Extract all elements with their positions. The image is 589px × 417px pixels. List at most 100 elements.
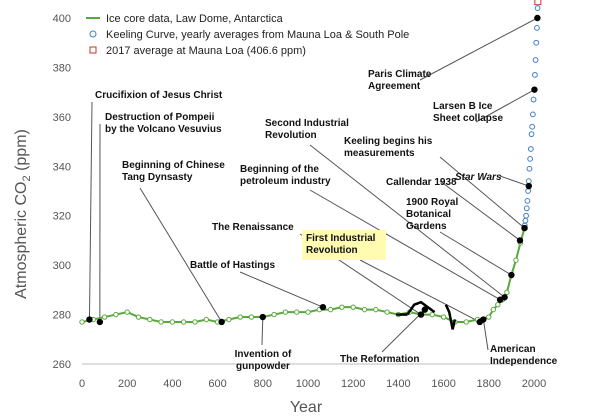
keeling-point: [522, 217, 529, 224]
keeling-point: [525, 188, 532, 194]
x-tick-label: 1600: [431, 378, 455, 390]
event-label: Callendar 1938: [386, 177, 457, 188]
y-axis-title-subscript: 2: [21, 175, 33, 181]
annotation-leader: [482, 319, 489, 351]
ice-core-point: [384, 309, 390, 315]
keeling-point: [526, 165, 533, 172]
event-label: Larsen B Ice: [433, 101, 493, 112]
event-label: Independence: [490, 356, 558, 367]
keeling-point: [529, 111, 536, 118]
ice-core-point: [350, 304, 356, 310]
event-marker: [96, 318, 104, 326]
keeling-point: [532, 71, 538, 78]
event-label: Botanical: [406, 209, 451, 220]
y-tick-label: 360: [53, 112, 71, 124]
annotation-leader: [439, 156, 525, 229]
ice-core-point: [429, 311, 435, 318]
ice-core-point: [237, 314, 243, 320]
ice-core-point: [124, 309, 130, 315]
annotation-leader-lines: [88, 17, 538, 353]
y-tick-label: 340: [53, 161, 71, 173]
annotation-leader: [439, 180, 521, 241]
y-tick-label: 300: [53, 260, 71, 272]
ice-core-point: [361, 306, 368, 313]
ice-core-point: [113, 311, 119, 318]
event-label: Invention of: [235, 349, 292, 360]
event-marker: [417, 311, 425, 318]
legend-entry: 2017 average at Mauna Loa (406.6 ppm): [106, 45, 306, 57]
keeling-point: [527, 146, 534, 152]
event-label: Second Industrial: [265, 118, 349, 129]
keeling-point: [524, 197, 531, 204]
event-marker: [534, 14, 541, 22]
highlight-box: [302, 230, 386, 260]
ice-core-point: [226, 316, 232, 323]
event-marker: [259, 313, 266, 321]
ice-core-point: [271, 311, 277, 318]
event-marker: [218, 318, 225, 326]
mauna-loa-2017-point: [534, 0, 542, 6]
y-axis-title-main: Atmospheric CO: [13, 181, 30, 298]
emphasis-segment: [406, 300, 436, 316]
legend: Ice core data, Law Dome, Antarctica Keeli…: [86, 13, 409, 57]
event-label: The Reformation: [340, 354, 419, 365]
x-tick-label: 1800: [477, 378, 501, 390]
event-marker: [531, 86, 538, 93]
ice-core-point: [486, 314, 492, 320]
x-tick-label: 0: [79, 378, 85, 390]
keeling-point: [530, 96, 537, 103]
annotation-leader: [309, 144, 505, 298]
event-label: gunpowder: [236, 361, 290, 372]
annotation-leader: [261, 317, 264, 346]
x-tick-label: 2000: [522, 378, 546, 390]
annotation-leader: [381, 309, 426, 353]
ice-core-point: [158, 319, 164, 325]
annotation-leader: [475, 89, 535, 123]
ice-core-point: [169, 319, 176, 325]
event-marker: [525, 182, 533, 190]
annotation-leader: [439, 231, 512, 276]
event-label: First Industrial: [306, 233, 376, 244]
event-label: Sheet collapse: [433, 113, 503, 124]
y-tick-label: 260: [53, 359, 71, 371]
event-marker: [501, 294, 508, 301]
event-label: Revolution: [265, 130, 317, 141]
keeling-point: [528, 131, 535, 138]
ice-core-point: [248, 314, 255, 320]
ice-core-point: [294, 309, 300, 315]
keeling-point: [523, 205, 530, 212]
event-label: American: [490, 344, 536, 355]
legend-swatch-mauna-loa: [89, 46, 97, 54]
event-label: Beginning of Chinese: [122, 160, 225, 171]
keeling-point: [525, 178, 532, 185]
ice-core-point: [181, 319, 187, 325]
event-label: Revolution: [306, 245, 358, 256]
ice-core-point: [135, 314, 142, 320]
ice-core-point: [327, 306, 334, 313]
event-label: Crucifixion of Jesus Christ: [95, 90, 223, 101]
event-label: petroleum industry: [240, 176, 331, 187]
event-label: Agreement: [368, 81, 421, 92]
ice-core-point: [79, 319, 85, 325]
event-label: Tang Dynsasty: [122, 172, 193, 183]
ice-core-point: [504, 289, 510, 296]
annotation-leader: [139, 187, 223, 323]
legend-entry: Keeling Curve, yearly averages from Maun…: [106, 29, 409, 41]
event-marker: [421, 306, 429, 313]
x-tick-label: 200: [118, 378, 136, 390]
event-label: Beginning of the: [240, 164, 319, 175]
y-axis-title: Atmospheric CO2 (ppm): [13, 129, 33, 299]
emphasis-segment: [444, 304, 457, 330]
ice-core-point: [305, 309, 311, 315]
event-label: Battle of Hastings: [190, 260, 275, 271]
ice-core-point: [147, 316, 153, 323]
keeling-point: [527, 155, 534, 162]
keeling-point: [523, 212, 529, 219]
keeling-point: [534, 5, 541, 12]
legend-entry: Ice core data, Law Dome, Antarctica: [106, 13, 284, 25]
event-marker: [480, 316, 487, 323]
keeling-point: [534, 24, 540, 31]
x-tick-labels: 0 200 400 600 800 1000 1200 1400 1600 1800 2000: [79, 378, 546, 390]
